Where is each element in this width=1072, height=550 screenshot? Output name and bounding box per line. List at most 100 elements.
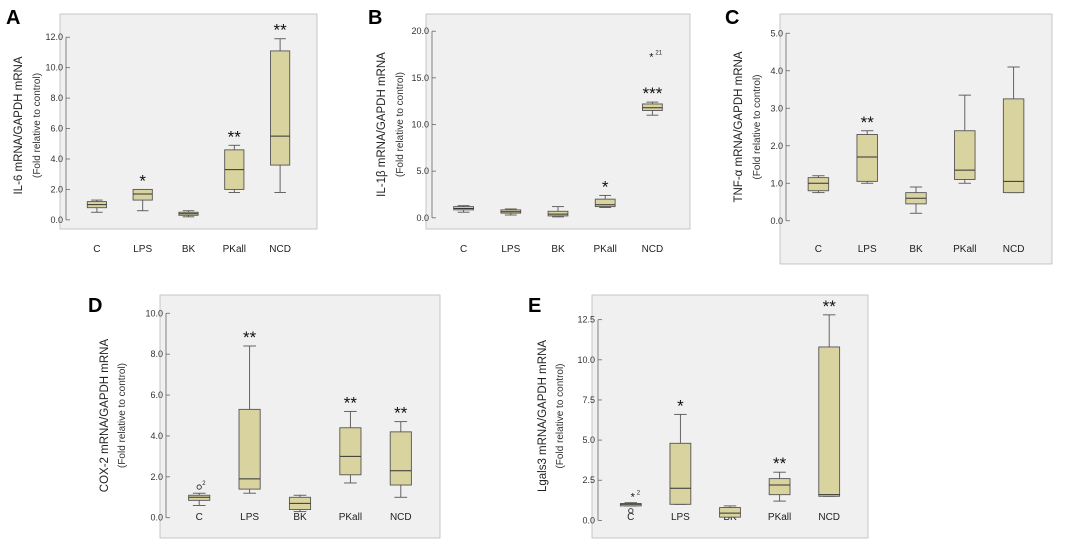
y-tick-label: 2.0 <box>50 184 63 194</box>
panel-b: B 0.0 5.0 10.0 15.0 20.0 IL-1β mRNA/GAPDH mRNA… <box>368 7 691 255</box>
y-tick-label: 0.0 <box>416 213 429 223</box>
outlier-label: 2 <box>202 481 206 487</box>
box-lps: ** <box>238 328 261 494</box>
y-tick-label: 3.0 <box>770 103 783 113</box>
category-label: PKall <box>768 512 791 523</box>
box-bk <box>719 505 741 518</box>
box-pkall: ** <box>224 127 245 193</box>
significance-marker: ** <box>344 393 358 412</box>
y-tick-label: 12.0 <box>45 32 63 42</box>
significance-marker: *** <box>642 84 662 103</box>
box-pkall: * <box>594 177 616 208</box>
category-label: LPS <box>133 244 152 255</box>
y-axis-subtitle: (Fold relative to control) <box>395 72 406 177</box>
category-label: LPS <box>858 244 877 255</box>
box-ncd: ** <box>818 297 841 497</box>
box-ncd: * 21 *** <box>642 50 663 116</box>
box-iqr <box>594 198 616 208</box>
panel-letter: A <box>6 7 20 29</box>
category-label: C <box>196 512 203 523</box>
category-label: C <box>815 244 822 255</box>
outlier-star: * <box>649 51 654 63</box>
box-c <box>86 199 107 213</box>
category-label: BK <box>293 512 307 523</box>
y-axis-title: TNF-α mRNA/GAPDH mRNA <box>733 51 745 202</box>
y-tick-label: 4.0 <box>150 431 163 441</box>
significance-marker: ** <box>228 127 242 146</box>
y-tick-label: 5.0 <box>582 435 595 445</box>
box-pkall: ** <box>768 454 791 502</box>
panel-letter: C <box>725 7 739 29</box>
box-iqr <box>1002 98 1025 194</box>
y-tick-label: 4.0 <box>50 154 63 164</box>
outlier-label: 21 <box>655 50 662 56</box>
category-label: BK <box>182 244 196 255</box>
box-ncd <box>1002 66 1025 194</box>
box-lps: * <box>669 396 692 505</box>
category-label: NCD <box>269 244 291 255</box>
box-lps: ** <box>856 113 878 184</box>
y-tick-label: 2.0 <box>770 141 783 151</box>
box-iqr <box>719 507 741 518</box>
box-iqr <box>818 346 841 497</box>
category-label: LPS <box>501 244 520 255</box>
panel-letter: B <box>368 7 382 29</box>
y-tick-label: 10.0 <box>145 308 163 318</box>
box-iqr <box>132 188 153 201</box>
category-label: PKall <box>953 244 976 255</box>
plot-area <box>425 13 691 230</box>
box-bk <box>288 494 312 513</box>
significance-marker: * <box>677 396 684 415</box>
box-iqr <box>238 408 261 490</box>
category-label: PKall <box>223 244 246 255</box>
outlier-circle <box>628 508 634 514</box>
y-tick-label: 6.0 <box>50 124 63 134</box>
box-iqr <box>807 177 830 192</box>
y-tick-label: 0.0 <box>50 215 63 225</box>
y-tick-label: 15.0 <box>411 73 429 83</box>
significance-marker: ** <box>773 454 787 473</box>
box-ncd: ** <box>270 21 291 193</box>
y-tick-label: 8.0 <box>50 93 63 103</box>
significance-marker: * <box>602 177 609 196</box>
y-tick-label: 4.0 <box>770 66 783 76</box>
box-ncd: ** <box>389 404 412 498</box>
box-c <box>807 175 830 194</box>
box-iqr <box>188 494 211 501</box>
y-tick-label: 12.5 <box>577 315 595 325</box>
y-tick-label: 20.0 <box>411 26 429 36</box>
category-label: LPS <box>671 512 690 523</box>
y-axis-title: Lgals3 mRNA/GAPDH mRNA <box>537 340 549 492</box>
box-iqr <box>669 442 692 505</box>
box-iqr <box>389 431 412 486</box>
box-pkall: ** <box>339 393 362 484</box>
y-tick-label: 7.5 <box>582 395 595 405</box>
significance-marker: ** <box>823 297 837 316</box>
significance-marker: ** <box>273 21 287 40</box>
box-lps <box>500 208 522 216</box>
y-axis-subtitle: (Fold relative to control) <box>555 363 566 468</box>
box-bk <box>547 206 569 218</box>
category-label: C <box>93 244 100 255</box>
box-iqr <box>768 478 791 496</box>
y-axis-subtitle: (Fold relative to control) <box>752 74 763 179</box>
category-label: PKall <box>594 244 617 255</box>
panel-e: E 0.0 2.5 5.0 7.5 10.0 12.5 Lgals3 mRNA/GAPDH m… <box>528 294 869 539</box>
y-tick-label: 5.0 <box>770 28 783 38</box>
category-label: NCD <box>642 244 664 255</box>
box-iqr <box>339 427 362 476</box>
category-label: NCD <box>818 512 840 523</box>
category-label: C <box>627 512 634 523</box>
box-lps: * <box>132 171 153 212</box>
box-iqr <box>954 130 976 180</box>
y-axis-subtitle: (Fold relative to control) <box>117 363 128 468</box>
y-tick-label: 2.5 <box>582 475 595 485</box>
category-label: LPS <box>240 512 259 523</box>
box-pkall <box>954 94 976 184</box>
y-tick-label: 6.0 <box>150 390 163 400</box>
box-bk <box>178 210 199 218</box>
significance-marker: ** <box>243 328 257 347</box>
y-tick-label: 0.0 <box>582 515 595 525</box>
category-label: C <box>460 244 467 255</box>
